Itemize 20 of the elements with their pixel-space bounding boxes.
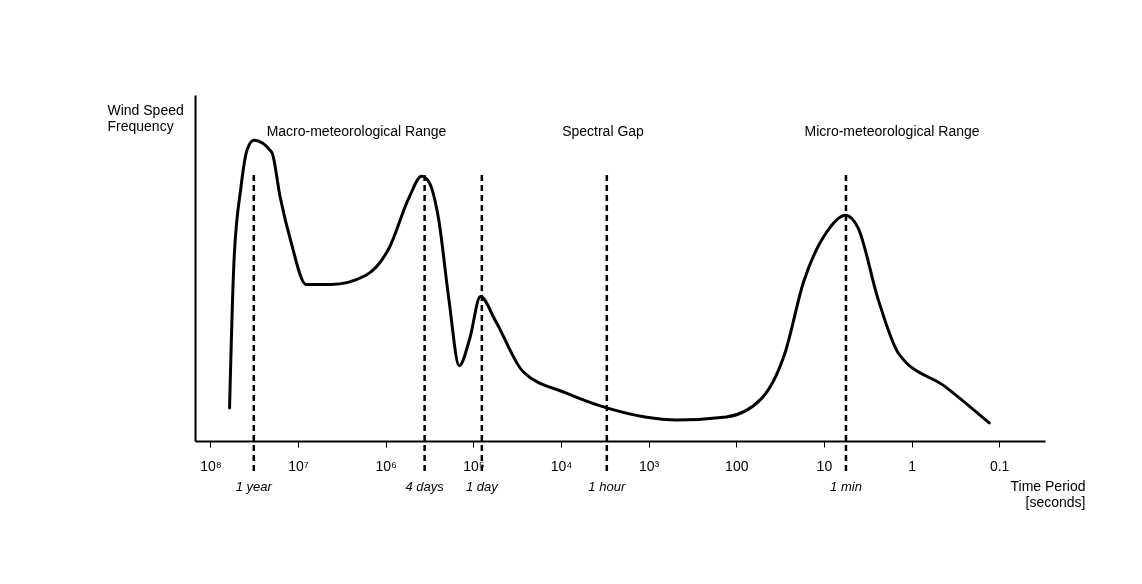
ref-line-label: 1 year [235,479,273,494]
x-tick-label: 10⁵ [463,457,485,474]
x-tick-label: 10⁷ [288,457,309,474]
x-tick-label: 10³ [639,457,660,474]
x-tick-label: 100 [725,457,749,474]
x-tick-label: 10 [816,457,833,474]
x-tick-label: 0.1 [989,457,1010,474]
x-axis-title: Time Period [seconds] [1010,477,1086,510]
x-tick-label: 10⁸ [200,457,222,474]
ref-line-label: 1 min [830,479,862,494]
text: Spectral Gap [562,123,645,139]
text: Macro-meteorological Range [266,123,447,139]
ref-line-label: 4 days [405,479,445,494]
y-axis-title: Wind Speed Frequency [107,101,184,134]
text: Micro-meteorological Range [804,123,980,139]
x-tick-label: 10⁴ [550,457,573,474]
ref-line-label: 1 hour [588,479,626,494]
ref-line-label: 1 day [465,479,500,494]
x-tick-label: 10⁶ [375,457,397,474]
x-tick-label: 1 [908,457,917,474]
